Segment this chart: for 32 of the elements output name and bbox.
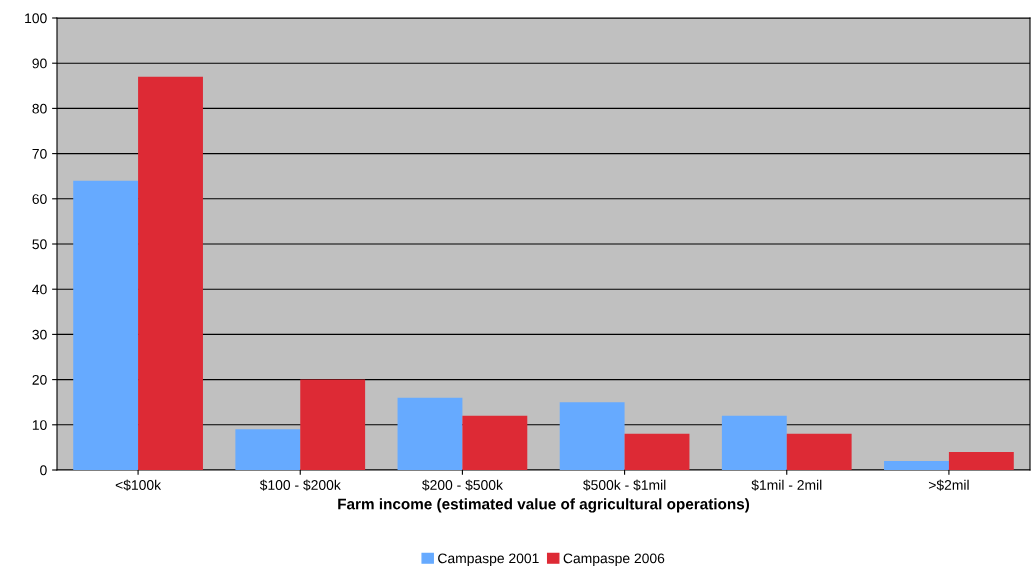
y-tick-label: 20 [32, 374, 47, 385]
y-tick-label: 30 [32, 329, 47, 340]
y-tick-label: 50 [32, 239, 47, 250]
y-tick-label: 60 [32, 194, 47, 204]
bar [721, 415, 787, 470]
bar [397, 397, 463, 470]
bar [138, 76, 203, 470]
legend-label: Campaspe 2001 [438, 553, 539, 566]
y-tick-label: 0 [40, 465, 47, 476]
bar [300, 379, 366, 470]
x-axis-title: Farm income (estimated value of agricultural operations) [338, 498, 750, 513]
bar [786, 433, 852, 470]
y-tick-label: 80 [32, 103, 47, 114]
x-tick-label: >$2mil [928, 479, 969, 491]
y-tick-label: 100 [25, 13, 47, 24]
bar [948, 451, 1014, 470]
x-tick-label: $1mil - 2mil [751, 479, 822, 491]
bar [235, 429, 301, 470]
y-tick-label: 70 [32, 148, 47, 159]
x-tick-label: $200 - $500k [422, 479, 503, 491]
bar [559, 402, 625, 470]
x-tick-label: $100 - $200k [259, 479, 341, 491]
legend-label: Campaspe 2006 [563, 553, 665, 566]
y-tick-label: 10 [32, 420, 47, 430]
bar [73, 180, 139, 470]
bar [624, 433, 690, 470]
y-tick-label: 40 [32, 284, 47, 295]
y-tick-label: 90 [32, 58, 47, 69]
x-tick-label: $500k - $1mil [583, 479, 666, 491]
bar [884, 460, 949, 470]
bar [462, 415, 528, 470]
x-tick-label: <$100k [115, 479, 162, 491]
